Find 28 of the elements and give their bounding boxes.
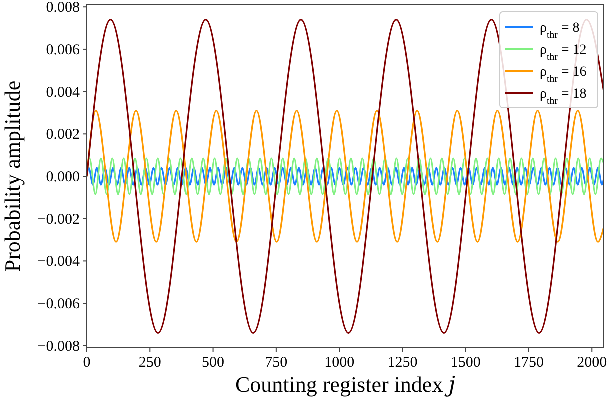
- legend-label: ρ$_{thr}$ = 12: [540, 43, 587, 62]
- line-series: [87, 158, 604, 196]
- line-series: [87, 19, 604, 334]
- legend-label: ρ$_{thr}$ = 18: [540, 87, 587, 106]
- x-tick-label: 2000: [577, 355, 608, 371]
- y-tick-label: 0.006: [46, 42, 80, 58]
- y-tick-label: 0.002: [46, 127, 80, 144]
- x-tick-label: 1500: [450, 355, 481, 371]
- x-axis-title: Counting register index 𝑗: [235, 372, 456, 397]
- y-tick-label: 0.004: [46, 84, 80, 101]
- x-tick-label: 1250: [388, 355, 418, 371]
- y-tick-label: −0.004: [38, 254, 80, 270]
- y-tick-label: 0.000: [46, 170, 80, 186]
- line-series: [87, 167, 604, 186]
- legend-label: ρ$_{thr}$ = 16: [540, 65, 587, 84]
- y-axis-title: Probability amplitude: [0, 80, 25, 272]
- y-tick-label: −0.008: [38, 338, 80, 355]
- x-tick-label: 0: [83, 355, 91, 371]
- y-tick-label: 0.008: [46, 0, 80, 16]
- x-tick-label: 500: [202, 355, 225, 371]
- y-tick-label: −0.006: [38, 296, 80, 313]
- x-tick-label: 250: [138, 355, 162, 371]
- x-tick-label: 1750: [514, 355, 544, 371]
- x-tick-label: 750: [265, 355, 288, 371]
- legend-label: ρ$_{thr}$ = 8: [540, 21, 580, 40]
- line-series: [87, 110, 604, 243]
- y-tick-label: −0.002: [38, 212, 80, 228]
- x-tick-label: 1000: [324, 355, 355, 371]
